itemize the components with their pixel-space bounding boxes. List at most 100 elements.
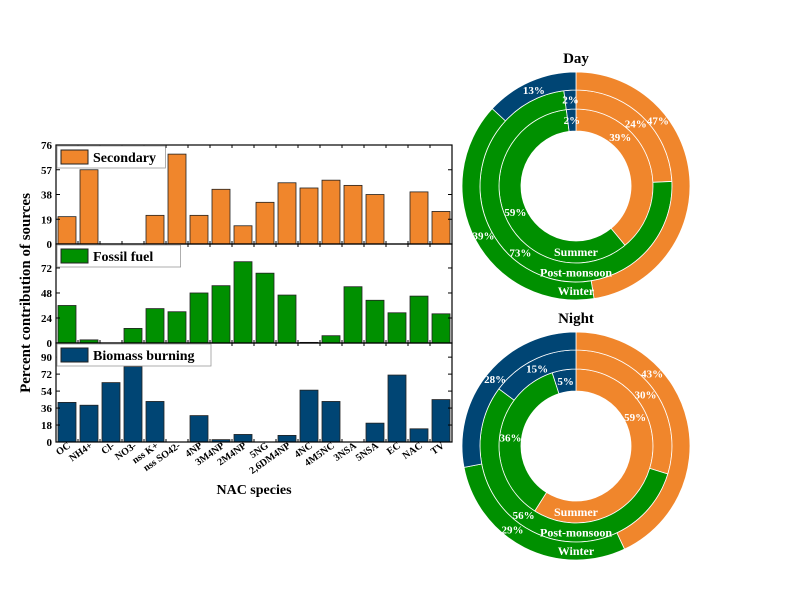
y-tick-label: 24 xyxy=(41,313,53,325)
donut-night-title: Night xyxy=(558,311,594,327)
slice-label: 39% xyxy=(472,231,494,243)
ring-label-winter: Winter xyxy=(558,544,595,558)
x-tick-label: EC xyxy=(385,440,403,457)
bar-nss K+ xyxy=(145,401,165,443)
bar-5NSA xyxy=(365,194,385,245)
bar-4NC xyxy=(299,389,319,443)
bar-OC xyxy=(57,401,77,443)
bar-EC xyxy=(387,374,407,443)
bar-4M5NC xyxy=(321,335,341,344)
slice-label: 15% xyxy=(526,364,548,376)
bar-NO3- xyxy=(123,366,143,443)
bar-2,6DM4NP xyxy=(277,434,297,443)
legend-label: Biomass burning xyxy=(93,349,195,364)
donut-day: 39% 59% 2% Summer 24% 73% 2% Post-monsoon 47% 39%… xyxy=(461,71,691,301)
bar-3M4NP xyxy=(211,285,231,344)
bar-TV xyxy=(431,313,451,344)
legend-swatch xyxy=(60,248,89,264)
bar-OC xyxy=(57,305,77,344)
legend-swatch xyxy=(60,347,89,363)
legend-label: Fossil fuel xyxy=(93,250,153,265)
slice-winter-biomass-burning xyxy=(461,331,577,468)
bar-Cl- xyxy=(101,382,121,443)
x-tick-label: NH4+ xyxy=(67,440,95,464)
bar-2M4NP xyxy=(233,261,253,344)
slice-label: 2% xyxy=(562,95,579,107)
x-tick-label: 5NSA xyxy=(354,440,381,464)
bar-5NG xyxy=(255,201,275,245)
legend-box xyxy=(56,343,212,367)
bar-2,6DM4NP xyxy=(277,294,297,344)
slice-label: 24% xyxy=(625,118,647,130)
bar-NO3- xyxy=(123,328,143,344)
legend-label: Secondary xyxy=(93,151,156,166)
panel-biomass-burning: 0 18 36 54 72 90 Biomass burning xyxy=(41,342,453,449)
slice-label: 2% xyxy=(564,115,581,127)
x-tick-label: TV xyxy=(429,440,447,457)
bar-2M4NP xyxy=(233,225,253,245)
ring-label-post-monsoon: Post-monsoon xyxy=(540,266,612,280)
panel-secondary: 0 19 38 57 76 Secondary xyxy=(41,140,453,251)
slice-label: 47% xyxy=(647,115,669,127)
y-tick-label: 18 xyxy=(41,420,53,432)
slice-winter-biomass-burning xyxy=(491,71,577,122)
slice-label: 59% xyxy=(504,207,526,219)
bar-5NSA xyxy=(365,422,385,443)
donut-day-title: Day xyxy=(563,51,589,67)
bar-nss SO42- xyxy=(167,153,187,245)
bar-OC xyxy=(57,216,77,245)
y-tick-label: 48 xyxy=(41,288,53,300)
panel-fossil-fuel: 0 24 48 72 Fossil fuel xyxy=(41,243,453,350)
y-tick-label: 54 xyxy=(41,386,53,398)
bar-EC xyxy=(387,312,407,344)
bar-3M4NP xyxy=(211,188,231,245)
x-tick-label: 3NSA xyxy=(332,440,359,464)
ring-label-summer: Summer xyxy=(554,505,599,519)
ring-label-post-monsoon: Post-monsoon xyxy=(540,526,612,540)
slice-label: 56% xyxy=(513,510,535,522)
y-tick-label: 57 xyxy=(41,165,53,177)
bar-nss K+ xyxy=(145,214,165,245)
donut-night: 59% 36% 5% Summer 30% 56% 15% Post-monsoon 43% 29… xyxy=(461,331,691,561)
slice-label: 43% xyxy=(641,369,663,381)
x-tick-label: NAC xyxy=(401,440,425,461)
y-tick-label: 76 xyxy=(41,140,53,152)
y-tick-label: 72 xyxy=(41,263,53,275)
x-axis-label: NAC species xyxy=(216,483,292,498)
legend-swatch xyxy=(60,149,89,165)
bar-nss SO42- xyxy=(167,311,187,344)
slice-label: 5% xyxy=(557,376,574,388)
bar-3NSA xyxy=(343,286,363,344)
slice-label: 13% xyxy=(523,85,545,97)
bar-chart-panels: 0 19 38 57 76 Secondary 0 24 48 72 Fossil fuel 0 18 3… xyxy=(41,140,453,477)
ring-label-summer: Summer xyxy=(554,245,599,259)
bar-nss K+ xyxy=(145,308,165,344)
slice-label: 39% xyxy=(609,132,631,144)
y-axis-label: Percent contribution of sources xyxy=(18,193,34,393)
bar-2M4NP xyxy=(233,434,253,443)
bar-4NP xyxy=(189,415,209,443)
bar-TV xyxy=(431,211,451,245)
bar-2,6DM4NP xyxy=(277,182,297,245)
slice-label: 59% xyxy=(624,412,646,424)
bar-NAC xyxy=(409,191,429,245)
bar-5NG xyxy=(255,272,275,344)
bar-4M5NC xyxy=(321,179,341,245)
y-tick-label: 72 xyxy=(41,369,53,381)
slice-label: 73% xyxy=(509,247,531,259)
bar-TV xyxy=(431,399,451,443)
y-tick-label: 0 xyxy=(47,338,53,350)
bar-4NP xyxy=(189,214,209,245)
y-tick-label: 36 xyxy=(41,403,53,415)
slice-label: 36% xyxy=(500,433,522,445)
slice-label: 29% xyxy=(501,525,523,537)
bar-5NSA xyxy=(365,299,385,344)
bar-4NP xyxy=(189,292,209,344)
bar-NH4+ xyxy=(79,169,99,245)
bar-NAC xyxy=(409,428,429,443)
y-tick-label: 38 xyxy=(41,190,53,202)
slice-label: 28% xyxy=(484,374,506,386)
bar-4M5NC xyxy=(321,401,341,443)
y-tick-label: 0 xyxy=(47,437,53,449)
